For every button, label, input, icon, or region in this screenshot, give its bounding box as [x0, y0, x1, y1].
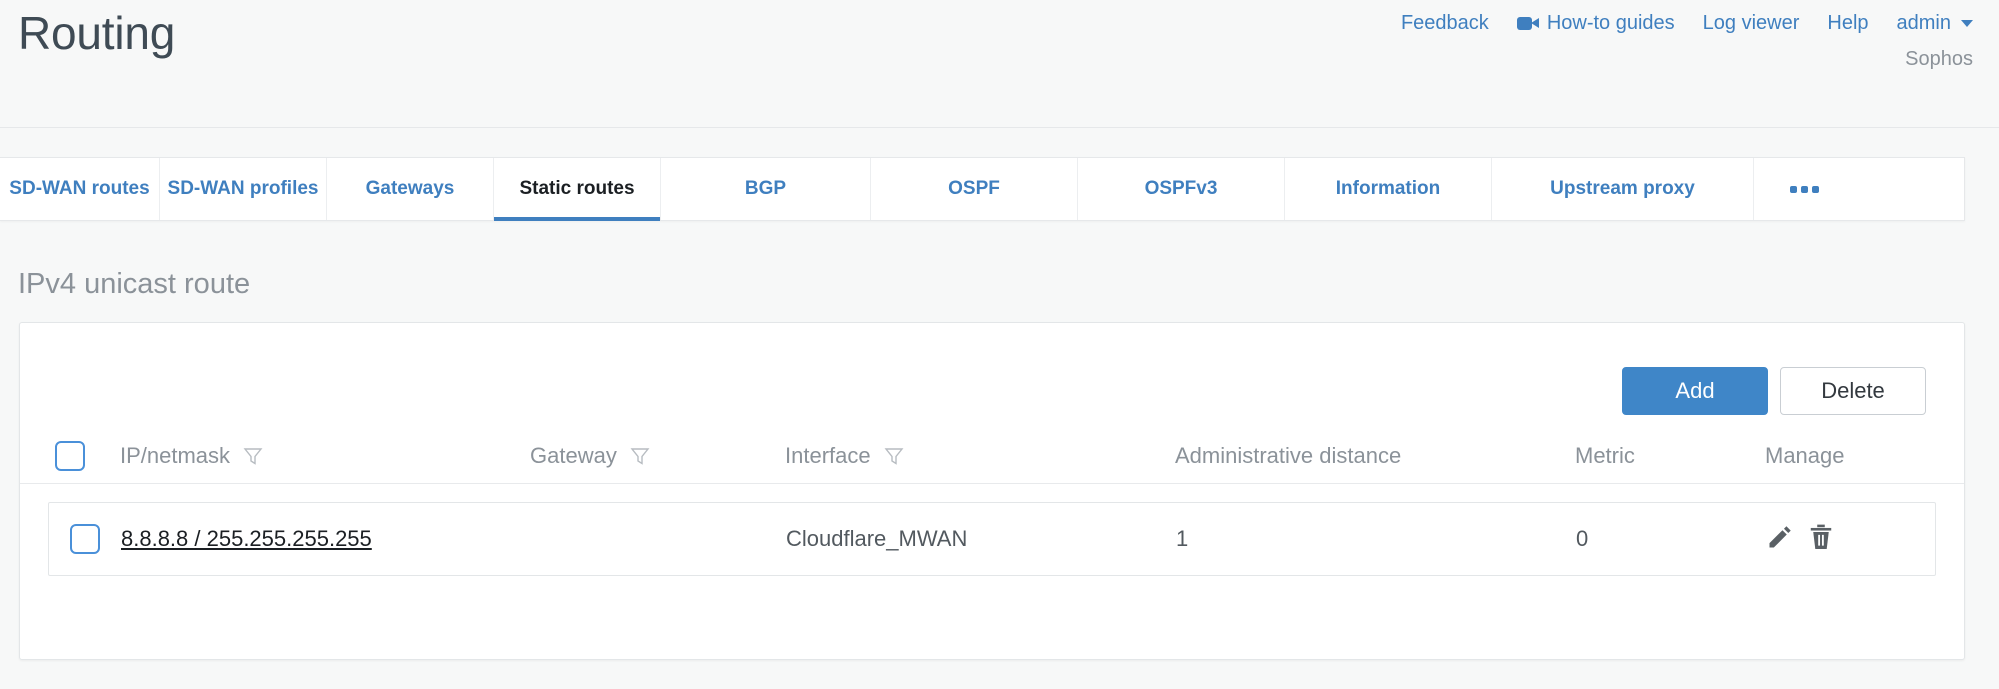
- tab-label: Gateways: [365, 178, 455, 199]
- column-label: Metric: [1575, 442, 1635, 468]
- cell-metric: 0: [1576, 526, 1589, 551]
- tab-bgp[interactable]: BGP: [661, 158, 871, 220]
- column-label: Gateway: [530, 442, 617, 468]
- row-checkbox[interactable]: [70, 524, 100, 554]
- header-link-log-viewer[interactable]: Log viewer: [1703, 12, 1800, 35]
- ip-netmask-link[interactable]: 8.8.8.8 / 255.255.255.255: [121, 526, 372, 551]
- tab-gateways[interactable]: Gateways: [327, 158, 494, 220]
- table-body: 8.8.8.8 / 255.255.255.255 Cloudflare_MWA…: [20, 502, 1964, 576]
- tab-label: OSPFv3: [1144, 178, 1218, 199]
- column-header-ip-netmask: IP/netmask: [120, 443, 530, 469]
- page-header: Routing Feedback How-to guides Log viewe…: [0, 0, 1999, 128]
- header-links: Feedback How-to guides Log viewer Help a…: [1401, 12, 1973, 35]
- cell-interface: Cloudflare_MWAN: [786, 526, 968, 551]
- page-title: Routing: [18, 7, 176, 59]
- header-link-how-to-guides[interactable]: How-to guides: [1516, 12, 1675, 35]
- tab-label: SD-WAN routes: [9, 178, 150, 199]
- table-row[interactable]: 8.8.8.8 / 255.255.255.255 Cloudflare_MWA…: [48, 502, 1936, 576]
- header-link-label: admin: [1896, 12, 1951, 34]
- filter-icon[interactable]: [883, 445, 905, 467]
- filter-icon[interactable]: [629, 445, 651, 467]
- tab-label: BGP: [744, 178, 787, 199]
- edit-icon[interactable]: [1766, 523, 1794, 556]
- tab-ospf[interactable]: OSPF: [871, 158, 1078, 220]
- chevron-down-icon: [1961, 20, 1973, 27]
- tab-label: Upstream proxy: [1550, 178, 1695, 199]
- delete-icon[interactable]: [1808, 523, 1834, 556]
- column-label: Manage: [1765, 442, 1845, 468]
- routes-table: IP/netmask Gateway Interface: [20, 428, 1964, 576]
- column-label: Interface: [785, 442, 871, 468]
- header-link-feedback[interactable]: Feedback: [1401, 12, 1489, 35]
- header-link-label: How-to guides: [1546, 12, 1675, 34]
- video-camera-icon: [1516, 16, 1539, 31]
- table-header-row: IP/netmask Gateway Interface: [20, 428, 1964, 484]
- tenant-name: Sophos: [1905, 48, 1973, 70]
- column-header-administrative-distance: Administrative distance: [1175, 443, 1575, 469]
- tab-information[interactable]: Information: [1285, 158, 1492, 220]
- cell-manage: [1766, 523, 1935, 556]
- tab-sd-wan-profiles[interactable]: SD-WAN profiles: [160, 158, 327, 220]
- tab-label: Static routes: [519, 178, 635, 199]
- manage-actions: [1766, 523, 1935, 556]
- header-link-label: Feedback: [1400, 12, 1489, 34]
- tab-sd-wan-routes[interactable]: SD-WAN routes: [0, 158, 160, 220]
- tab-upstream-proxy[interactable]: Upstream proxy: [1492, 158, 1754, 220]
- header-link-help[interactable]: Help: [1827, 12, 1868, 35]
- tab-label: SD-WAN profiles: [167, 178, 319, 199]
- add-button[interactable]: Add: [1622, 367, 1768, 415]
- cell-administrative-distance: 1: [1176, 526, 1189, 551]
- column-header-gateway: Gateway: [530, 443, 785, 469]
- header-link-label: Help: [1827, 12, 1869, 34]
- row-select-cell: [49, 524, 121, 554]
- tab-more-options[interactable]: [1754, 158, 1854, 220]
- filter-icon[interactable]: [242, 445, 264, 467]
- section-title: IPv4 unicast route: [18, 268, 251, 300]
- column-label: Administrative distance: [1175, 442, 1402, 468]
- column-header-interface: Interface: [785, 443, 1175, 469]
- tab-label: OSPF: [948, 178, 1000, 199]
- tab-label: Information: [1335, 178, 1441, 199]
- delete-button[interactable]: Delete: [1780, 367, 1926, 415]
- select-all-cell: [20, 440, 120, 471]
- ipv4-unicast-route-card: Add Delete IP/netmask Gateway: [19, 322, 1965, 660]
- user-menu-admin[interactable]: admin: [1897, 12, 1973, 35]
- table-toolbar: Add Delete: [1622, 367, 1926, 415]
- tab-bar: SD-WAN routes SD-WAN profiles Gateways S…: [0, 157, 1965, 221]
- header-link-label: Log viewer: [1702, 12, 1800, 34]
- column-label: IP/netmask: [120, 442, 231, 468]
- tab-static-routes[interactable]: Static routes: [494, 158, 661, 221]
- tab-ospfv3[interactable]: OSPFv3: [1078, 158, 1285, 220]
- column-header-metric: Metric: [1575, 443, 1765, 469]
- ellipsis-icon: [1789, 185, 1819, 193]
- column-header-manage: Manage: [1765, 443, 1964, 469]
- cell-ip-netmask: 8.8.8.8 / 255.255.255.255: [121, 526, 531, 552]
- select-all-checkbox[interactable]: [55, 440, 85, 471]
